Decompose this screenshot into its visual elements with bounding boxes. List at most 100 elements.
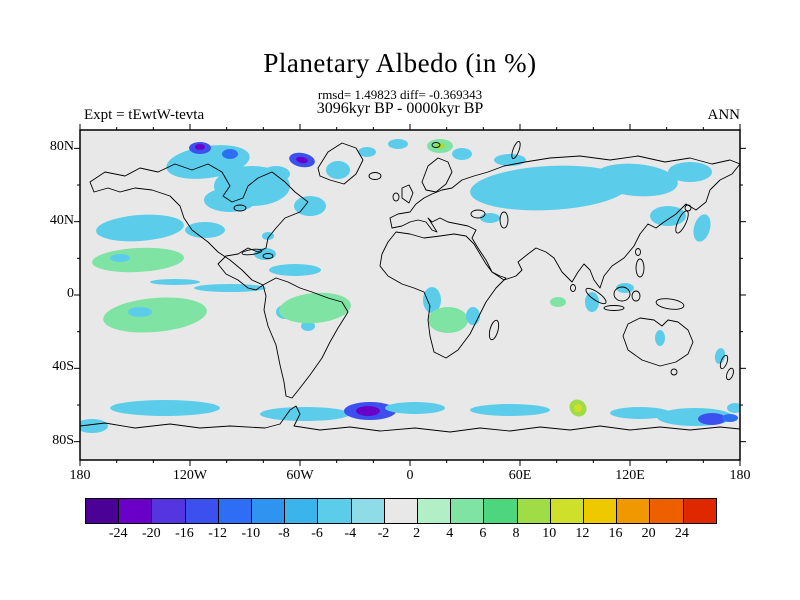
anomaly-patch: [195, 144, 205, 150]
season-label: ANN: [707, 107, 741, 123]
world-map: [74, 124, 746, 466]
anomaly-patch: [698, 413, 726, 425]
colorbar-cell: [451, 499, 485, 523]
colorbar-cell: [285, 499, 319, 523]
colorbar-cell: [351, 499, 385, 523]
coast-greenland: [317, 142, 364, 185]
colorbar-cell: [584, 499, 618, 523]
colorbar-cell: [318, 499, 352, 523]
colorbar: [85, 498, 717, 524]
stats-line: rmsd= 1.49823 diff= -0.369343: [317, 87, 483, 102]
lat-tick-label: 0: [67, 286, 74, 301]
island-new-zealand-north: [719, 354, 729, 370]
colorbar-label: 20: [641, 526, 656, 541]
anomaly-patch: [262, 166, 290, 182]
anomaly-patch: [727, 403, 740, 413]
experiment-label: Expt = tEwtW-tevta: [84, 107, 205, 123]
colorbar-label: 24: [674, 526, 689, 541]
colorbar-cell: [517, 499, 551, 523]
anomaly-patch: [185, 222, 225, 238]
colorbar-label: 16: [608, 526, 623, 541]
sea-caspian: [499, 211, 509, 229]
anomaly-patch: [470, 404, 550, 416]
anomaly-patch: [480, 213, 500, 223]
island-hokkaido: [684, 204, 692, 212]
island-tasmania: [670, 368, 678, 376]
colorbar-label: -20: [141, 526, 161, 541]
island-sri-lanka: [570, 284, 576, 292]
anomaly-patch: [423, 287, 441, 313]
island-new-zealand-south: [726, 367, 734, 381]
coast-britain: [401, 184, 414, 204]
anomaly-patch: [128, 307, 152, 317]
colorbar-cell: [650, 499, 684, 523]
map-frame: [60, 120, 760, 500]
lon-tick-label: 60E: [508, 468, 532, 483]
lat-tick-label: 80S: [52, 432, 74, 448]
colorbar-cell: [550, 499, 585, 523]
coast-australia: [622, 317, 694, 367]
colorbar-label: 6: [479, 526, 487, 541]
anomaly-patch: [714, 348, 726, 364]
lon-tick-label: 120E: [615, 468, 645, 483]
anomaly-patch: [150, 279, 200, 285]
lat-tick-label: 80N: [49, 139, 74, 155]
colorbar-label: 2: [413, 526, 421, 541]
lon-tick-label: 60W: [286, 468, 314, 483]
colorbar-label: -6: [311, 526, 323, 541]
sea-black-sea: [470, 209, 486, 219]
lon-tick-label: 120W: [172, 468, 208, 483]
coast-eurasia: [389, 155, 740, 289]
anomaly-patch: [388, 139, 408, 149]
anomaly-patch: [358, 147, 376, 157]
colorbar-cell: [218, 499, 253, 523]
island-cuba: [241, 248, 263, 256]
island-philippines: [635, 258, 645, 278]
anomaly-patch: [294, 196, 326, 216]
island-hispaniola: [262, 253, 274, 259]
anomaly-patch: [269, 264, 321, 276]
colorbar-label: -16: [175, 526, 194, 541]
anomaly-patch: [110, 400, 220, 416]
anomaly-patch: [428, 307, 468, 333]
lat-tick-label: 40N: [49, 212, 74, 228]
plot-title: Planetary Albedo (in %): [263, 48, 537, 78]
coast-scandinavia: [421, 157, 453, 193]
anomaly-patch: [103, 297, 207, 333]
anomaly-patch: [452, 148, 472, 160]
coast-africa: [379, 231, 507, 359]
anomaly-patch: [722, 414, 738, 422]
colorbar-label: -4: [344, 526, 357, 541]
anomaly-patch: [385, 402, 445, 414]
coastline-layer: [80, 141, 740, 433]
island-madagascar: [488, 319, 500, 341]
colorbar-label: 4: [446, 526, 454, 541]
anomaly-patch: [326, 161, 350, 179]
lon-tick-label: 180: [729, 468, 751, 483]
coast-north-america: [89, 163, 309, 291]
anomaly-patch: [616, 283, 634, 293]
anomaly-patch: [655, 330, 665, 346]
anomaly-patch: [110, 254, 130, 262]
anomaly-patch: [585, 292, 599, 312]
island-sulawesi: [631, 290, 641, 302]
colorbar-label: -8: [278, 526, 290, 541]
anomaly-patch: [222, 149, 238, 159]
period-line: 3096kyr BP - 0000kyr BP: [316, 100, 484, 117]
lake-great-lakes: [233, 204, 247, 212]
anomaly-patch: [92, 247, 184, 273]
island-ireland: [392, 192, 400, 202]
anomaly-patch: [550, 297, 566, 307]
coast-antarctica: [80, 405, 740, 433]
anomaly-patch: [260, 407, 350, 421]
colorbar-cell: [119, 499, 153, 523]
anomaly-patch: [301, 321, 315, 331]
colorbar-cell: [86, 499, 120, 523]
island-novaya-zemlya: [511, 141, 521, 159]
colorbar-cell: [384, 499, 419, 523]
lat-tick-label: 40S: [52, 359, 74, 375]
anomaly-patch: [610, 407, 670, 419]
colorbar-label: -10: [241, 526, 261, 541]
island-new-guinea: [655, 298, 685, 310]
